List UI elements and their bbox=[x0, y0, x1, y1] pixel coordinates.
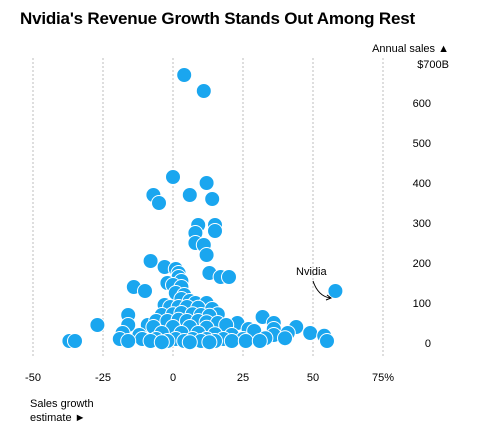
nvidia-annotation-label: Nvidia bbox=[296, 266, 327, 278]
y-axis-label: Annual sales ▲ $700B bbox=[372, 41, 449, 73]
y-tick-label: 500 bbox=[413, 138, 431, 150]
x-tick-label: -50 bbox=[25, 372, 41, 384]
scatter-point bbox=[198, 175, 215, 191]
y-axis-ticks: 0 100 200 300 400 500 600 bbox=[413, 98, 431, 350]
scatter-point bbox=[165, 169, 181, 185]
scatter-point bbox=[327, 283, 344, 299]
scatter-point bbox=[201, 334, 218, 351]
scatter-point bbox=[176, 67, 193, 83]
scatter-point bbox=[195, 83, 212, 99]
scatter-point bbox=[142, 253, 159, 269]
y-tick-label: 600 bbox=[413, 98, 431, 110]
scatter-point bbox=[89, 317, 106, 333]
x-tick-label: 75% bbox=[372, 372, 394, 384]
nvidia-annotation: Nvidia bbox=[296, 266, 333, 301]
y-tick-label: 300 bbox=[413, 218, 431, 230]
scatter-point bbox=[137, 283, 153, 299]
scatter-point bbox=[67, 333, 83, 349]
scatter-point bbox=[207, 223, 223, 239]
x-tick-label: -25 bbox=[95, 372, 111, 384]
scatter-point bbox=[237, 333, 254, 349]
scatter-point bbox=[198, 247, 215, 263]
x-axis-label: Sales growth estimate ► bbox=[30, 397, 94, 425]
scatter-point bbox=[302, 325, 319, 341]
x-tick-label: 0 bbox=[170, 372, 176, 384]
scatter-point bbox=[251, 333, 268, 349]
scatter-point bbox=[151, 195, 167, 211]
scatter-point bbox=[181, 334, 198, 351]
scatter-point bbox=[153, 334, 170, 351]
scatter-point bbox=[277, 330, 293, 347]
scatter-point bbox=[319, 333, 335, 349]
data-points bbox=[61, 67, 344, 351]
x-tick-label: 25 bbox=[237, 372, 249, 384]
y-tick-label: 400 bbox=[413, 178, 431, 190]
y-tick-label: 0 bbox=[425, 338, 431, 350]
chart-title: Nvidia's Revenue Growth Stands Out Among… bbox=[20, 9, 415, 28]
scatter-point bbox=[120, 333, 137, 349]
nvidia-annotation-arrowhead bbox=[325, 294, 333, 301]
y-tick-label: 100 bbox=[413, 298, 431, 310]
scatter-point bbox=[181, 187, 198, 203]
x-tick-label: 50 bbox=[307, 372, 319, 384]
scatter-point bbox=[221, 269, 237, 285]
scatter-point bbox=[204, 191, 221, 207]
y-tick-label: 200 bbox=[413, 258, 431, 270]
grid-lines bbox=[32, 58, 384, 356]
y-axis-label-line1: Annual sales ▲ bbox=[372, 43, 449, 55]
x-axis-label-line1: Sales growth bbox=[30, 398, 94, 410]
nvidia-annotation-arrow bbox=[312, 280, 331, 299]
x-axis-label-line2: estimate ► bbox=[30, 412, 86, 424]
x-axis-ticks: -50 -25 0 25 50 75% bbox=[25, 372, 394, 384]
y-axis-label-line2: $700B bbox=[417, 59, 449, 71]
scatter-point bbox=[223, 333, 240, 349]
